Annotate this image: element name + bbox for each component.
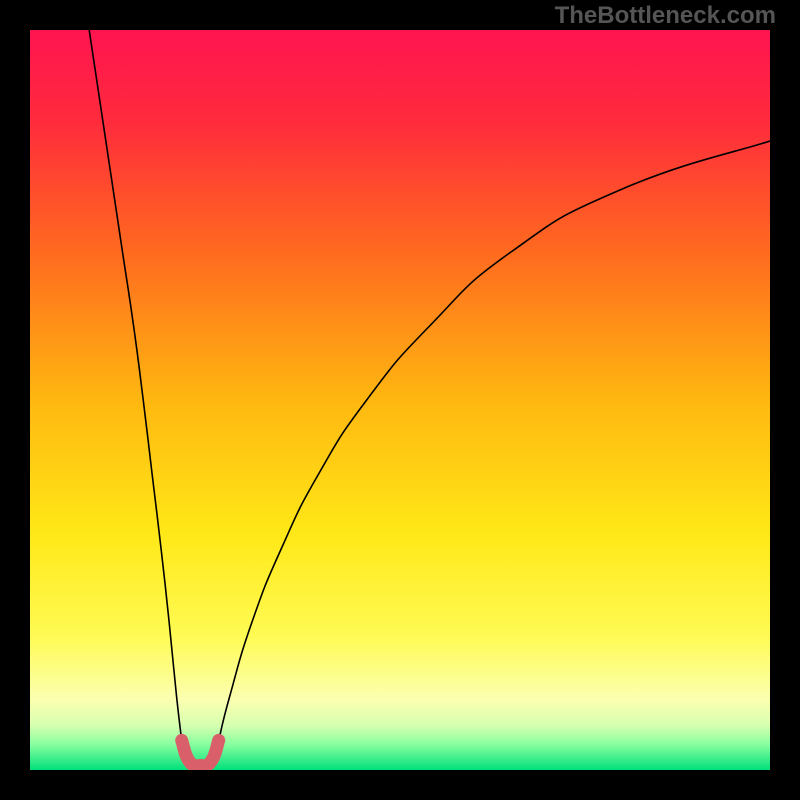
plot-area <box>30 30 770 770</box>
plot-svg <box>30 30 770 770</box>
gradient-background <box>30 30 770 770</box>
watermark-text: TheBottleneck.com <box>555 2 776 30</box>
chart-frame: TheBottleneck.com <box>0 0 800 800</box>
